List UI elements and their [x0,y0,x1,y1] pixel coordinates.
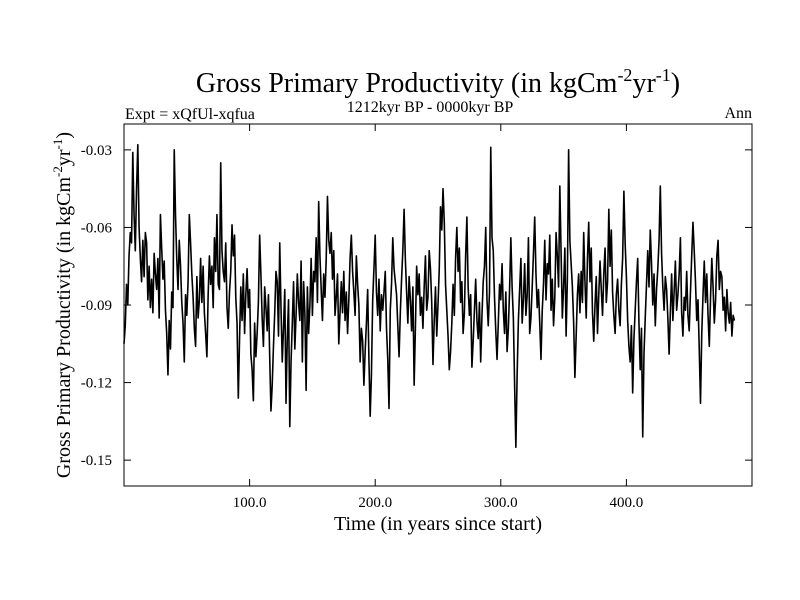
season-label: Ann [724,105,752,122]
x-tick-label: 300.0 [484,495,518,511]
x-tick-label: 200.0 [358,495,392,511]
x-tick-label: 100.0 [233,495,267,511]
experiment-label: Expt = xQfUl-xqfua [125,106,255,123]
x-tick-label: 400.0 [610,495,644,511]
y-axis: -0.03 -0.06 -0.09 -0.12 -0.15 [81,143,752,469]
time-range-label: 1212kyr BP - 0000kyr BP [347,99,514,116]
y-tick-label: -0.15 [81,453,112,469]
y-tick-label: -0.06 [81,220,113,236]
x-axis-label: Time (in years since start) [334,513,542,535]
y-axis-label: Gross Primary Productivity (in kgCm-2yr-… [50,132,75,478]
y-tick-label: -0.12 [81,376,112,392]
x-axis: 100.0 200.0 300.0 400.0 [233,124,644,511]
gpp-series-line [123,143,736,449]
chart-title: Gross Primary Productivity (in kgCm-2yr-… [196,65,680,99]
y-tick-label: -0.09 [81,298,112,314]
y-tick-label: -0.03 [81,143,112,159]
